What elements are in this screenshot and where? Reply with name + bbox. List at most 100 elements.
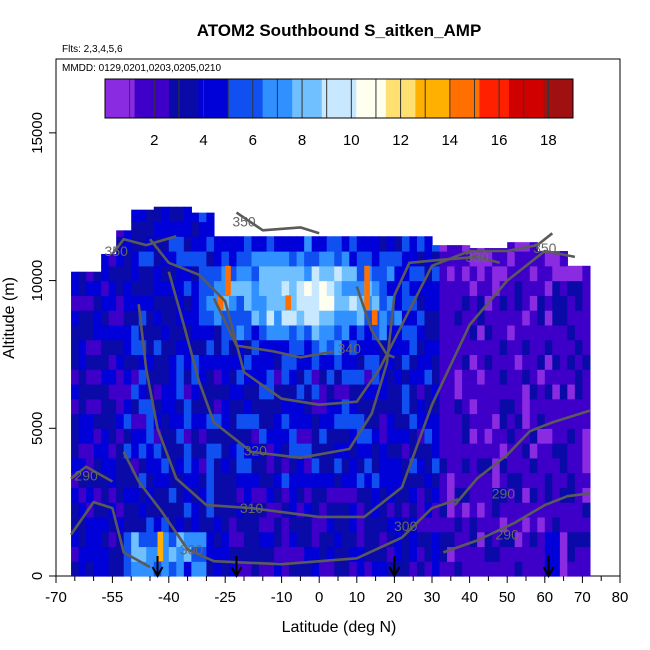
heatmap-cell [236,310,245,326]
heatmap-cell [266,546,275,562]
heatmap-cell [364,324,373,341]
heatmap-cell [266,295,275,311]
heatmap-cell [168,487,177,503]
heatmap-cell [296,383,305,400]
heatmap-cell [379,428,388,444]
heatmap-cell [108,295,117,311]
heatmap-cell [221,236,230,252]
heatmap-cell [349,487,358,503]
colorbar-swatch [439,79,446,118]
heatmap-cell [161,221,170,237]
heatmap-cell [266,280,275,296]
colorbar-swatch [287,79,293,118]
heatmap-cell [251,561,260,577]
heatmap-cell [394,354,403,370]
heatmap-cell [567,472,576,488]
heatmap-cell [356,531,365,548]
heatmap-cell [213,428,223,444]
heatmap-cell [146,310,155,326]
heatmap-cell [78,457,87,474]
heatmap-cell [101,295,110,311]
heatmap-cell [78,546,87,562]
heatmap-cell [582,383,591,400]
heatmap-cell [432,428,441,444]
heatmap-cell [319,428,328,444]
heatmap-cell [93,457,102,474]
heatmap-cell [206,212,215,223]
heatmap-cell [492,531,501,548]
heatmap-cell [289,516,298,533]
heatmap-cell [552,310,561,326]
colorbar-swatch [119,79,126,118]
heatmap-cell [311,236,320,252]
heatmap-cell [274,251,283,267]
heatmap-cell [394,265,403,282]
heatmap-cell [281,516,290,533]
heatmap-cell [281,324,290,341]
heatmap-cell [221,354,230,370]
heatmap-cell [469,413,478,429]
heatmap-cell [86,354,95,370]
heatmap-cell [416,413,426,429]
heatmap-cell [432,339,441,356]
heatmap-cell [153,280,162,296]
heatmap-cell [161,413,170,429]
heatmap-cell [131,265,140,282]
heatmap-cell [544,487,553,503]
heatmap-cell [146,280,155,296]
heatmap-cell [582,443,591,459]
heatmap-cell [544,531,553,548]
heatmap-cell [244,369,253,385]
heatmap-cell [447,502,456,518]
heatmap-cell [386,457,395,474]
colorbar-swatch [400,79,407,118]
heatmap-cell [499,428,508,444]
heatmap-cell [349,443,358,459]
heatmap-cell [394,472,403,488]
heatmap-cell [394,369,403,385]
heatmap-cell [499,280,508,296]
heatmap-cell [469,561,478,577]
heatmap-cell [244,383,253,400]
heatmap-cell [281,369,290,385]
heatmap-cell [379,383,388,400]
heatmap-cell [424,354,433,370]
heatmap-cell [213,265,223,282]
heatmap-cell [311,472,320,488]
heatmap-cell-high [364,265,370,281]
heatmap-cell [116,443,125,459]
heatmap-cell [266,236,275,252]
heatmap-cell [206,354,215,370]
heatmap-cell [537,398,546,415]
colorbar-swatch [366,79,372,118]
heatmap-cell [409,280,418,296]
colorbar-swatch [252,79,259,118]
heatmap-cell [454,383,463,400]
heatmap-cell [266,487,275,503]
heatmap-cell [123,369,132,385]
heatmap-cell [183,457,192,474]
heatmap-cell [116,265,125,282]
heatmap-cell [356,369,365,385]
heatmap-cell [146,295,155,311]
heatmap-cell [439,245,448,252]
heatmap-cell [499,324,508,341]
heatmap-cell [356,383,365,400]
heatmap-cell [416,295,426,311]
heatmap-cell [266,472,275,488]
heatmap-cell [492,280,501,296]
heatmap-cell [416,516,426,533]
heatmap-cell [409,443,418,459]
heatmap-cell [213,339,223,356]
heatmap-cell [206,443,215,459]
heatmap-cell [228,398,238,415]
heatmap-cell [529,561,538,577]
heatmap-cell [71,413,80,429]
heatmap-cell [484,369,493,385]
heatmap-cell [424,531,433,548]
heatmap-cell [326,369,335,385]
heatmap-cell [507,546,516,562]
heatmap-cell [409,428,418,444]
heatmap-cell [567,265,576,282]
heatmap-cell [191,383,200,400]
